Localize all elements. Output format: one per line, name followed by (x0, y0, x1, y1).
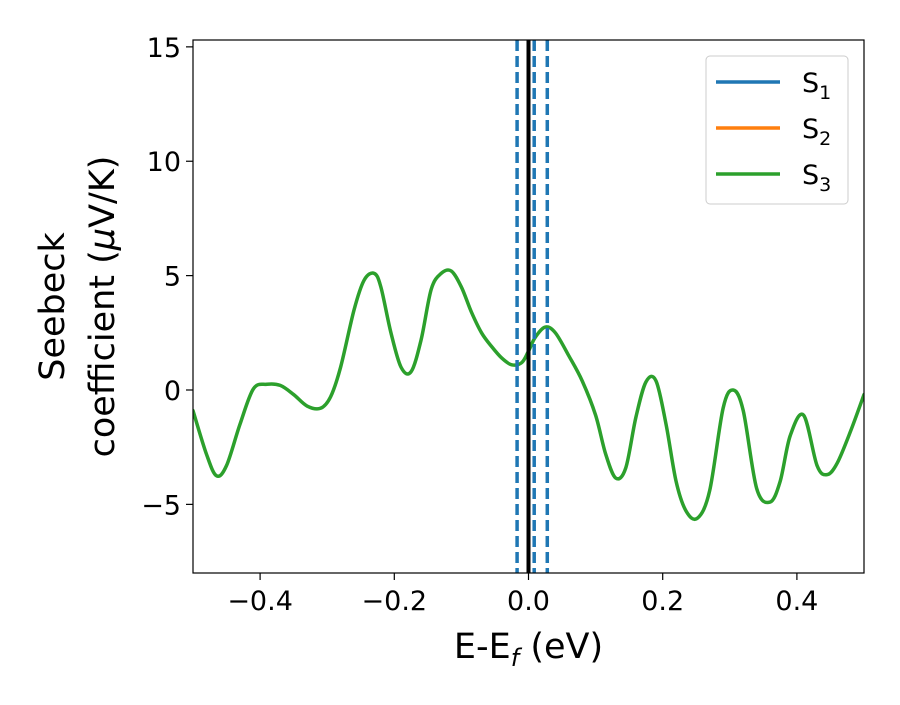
y-tick-label: −5 (141, 490, 181, 521)
legend-label-s1: S1 (802, 68, 831, 104)
y-axis-title-line1: Seebeck (33, 231, 73, 380)
x-tick-label: 0.0 (507, 586, 550, 617)
y-tick-label: 10 (147, 147, 181, 178)
y-axis-title-line2: coefficient (μV/K) (83, 156, 123, 458)
legend-label-s3: S3 (802, 160, 831, 196)
plot-area (193, 40, 864, 573)
y-tick-label: 5 (164, 262, 181, 293)
x-tick-label: 0.4 (775, 586, 818, 617)
x-tick-label: −0.2 (362, 586, 428, 617)
legend: S1 S2 S3 (705, 55, 849, 205)
x-tick-label: 0.2 (641, 586, 684, 617)
legend-box (705, 55, 849, 205)
x-axis: −0.4 −0.2 0.0 0.2 0.4 (227, 573, 818, 617)
x-tick-label: −0.4 (227, 586, 293, 617)
y-axis-title: Seebeck coefficient (μV/K) (33, 156, 123, 458)
y-tick-label: 0 (164, 376, 181, 407)
y-axis: −5 0 5 10 15 (141, 33, 193, 521)
y-tick-label: 15 (147, 33, 181, 64)
legend-label-s2: S2 (802, 114, 831, 150)
x-axis-title: E-Ef (eV) (454, 627, 603, 672)
